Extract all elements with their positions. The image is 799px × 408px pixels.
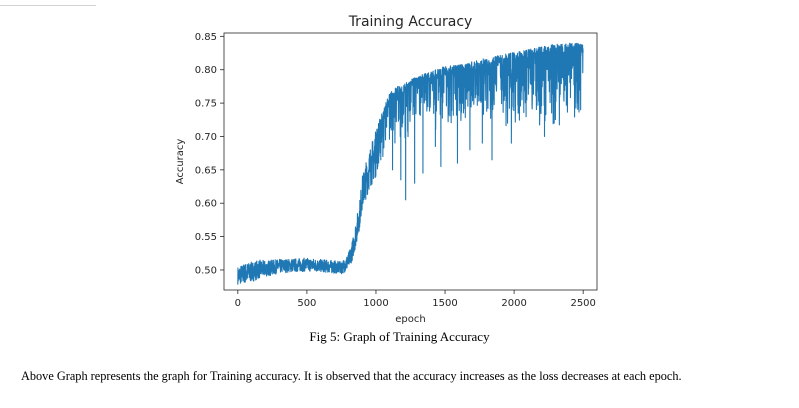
y-tick-label: 0.75	[195, 99, 217, 110]
figure-caption: Fig 5: Graph of Training Accuracy	[309, 329, 490, 344]
x-tick-label: 2500	[570, 298, 595, 309]
y-tick-label: 0.60	[195, 199, 217, 210]
top-left-rule	[0, 0, 96, 6]
y-tick-label: 0.85	[195, 32, 217, 43]
x-tick-label: 0	[235, 298, 241, 309]
plot-area	[237, 42, 584, 285]
x-tick-label: 1000	[363, 298, 388, 309]
chart-title: Training Accuracy	[348, 14, 473, 30]
y-axis: 0.50 0.55 0.60 0.65 0.70 0.75 0.80 0.85	[195, 32, 224, 276]
plot-frame	[223, 32, 598, 291]
y-tick-label: 0.70	[195, 132, 217, 143]
x-tick-label: 500	[297, 298, 316, 309]
y-tick-label: 0.55	[195, 232, 217, 243]
body-paragraph: Above Graph represents the graph for Tra…	[21, 369, 682, 383]
y-tick-label: 0.65	[195, 165, 217, 176]
x-axis: 0 500 1000 1500 2000 2500	[235, 290, 596, 309]
y-axis-label: Accuracy	[175, 139, 186, 185]
x-axis-label: epoch	[395, 314, 425, 325]
y-tick-label: 0.80	[195, 65, 217, 76]
accuracy-series-line	[237, 42, 584, 285]
x-tick-label: 1500	[432, 298, 457, 309]
y-tick-label: 0.50	[195, 265, 217, 276]
x-tick-label: 2000	[501, 298, 526, 309]
training-accuracy-chart: Training Accuracy 0 500 1000 1500 2000 2500 0…	[175, 14, 598, 325]
